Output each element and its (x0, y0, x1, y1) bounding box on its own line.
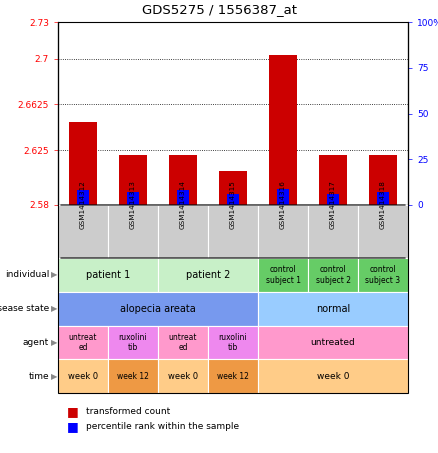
Text: GSM1414316: GSM1414316 (280, 180, 286, 229)
Bar (219, 171, 247, 205)
Bar (169, 155, 197, 205)
Text: week 0: week 0 (317, 371, 349, 381)
Text: time: time (28, 371, 49, 381)
Text: percentile rank within the sample: percentile rank within the sample (86, 423, 240, 431)
Text: control
subject 2: control subject 2 (315, 265, 350, 284)
Bar (369, 155, 397, 205)
Bar (277, 188, 289, 205)
Text: ▶: ▶ (51, 371, 58, 381)
Text: patient 2: patient 2 (186, 270, 230, 280)
Text: ■: ■ (67, 405, 78, 418)
Bar (177, 190, 189, 205)
Text: week 0: week 0 (168, 371, 198, 381)
Text: control
subject 3: control subject 3 (365, 265, 401, 284)
Text: untreat
ed: untreat ed (69, 333, 97, 352)
Text: GSM1414312: GSM1414312 (80, 180, 86, 229)
Text: control
subject 1: control subject 1 (265, 265, 300, 284)
Text: week 12: week 12 (217, 371, 249, 381)
Text: GSM1414318: GSM1414318 (380, 180, 386, 229)
Bar (319, 155, 347, 205)
Bar (269, 55, 297, 205)
Text: untreated: untreated (311, 338, 355, 347)
Text: GSM1414314: GSM1414314 (180, 180, 186, 229)
Text: week 0: week 0 (68, 371, 98, 381)
Text: alopecia areata: alopecia areata (120, 304, 196, 313)
Text: ruxolini
tib: ruxolini tib (119, 333, 147, 352)
Text: GSM1414313: GSM1414313 (130, 180, 136, 229)
Bar (77, 190, 89, 205)
Text: untreat
ed: untreat ed (169, 333, 197, 352)
Text: GSM1414317: GSM1414317 (330, 180, 336, 229)
Text: ruxolini
tib: ruxolini tib (219, 333, 247, 352)
Text: ▶: ▶ (51, 338, 58, 347)
Text: ▶: ▶ (51, 270, 58, 280)
Text: transformed count: transformed count (86, 407, 171, 415)
Bar (127, 192, 139, 205)
Text: agent: agent (23, 338, 49, 347)
Bar (327, 194, 339, 205)
Text: individual: individual (5, 270, 49, 280)
Bar (227, 194, 239, 205)
Text: ■: ■ (67, 420, 78, 434)
Text: patient 1: patient 1 (86, 270, 130, 280)
Text: ▶: ▶ (51, 304, 58, 313)
Bar (69, 122, 97, 205)
Bar (119, 155, 147, 205)
Text: normal: normal (316, 304, 350, 313)
Text: disease state: disease state (0, 304, 49, 313)
Text: GDS5275 / 1556387_at: GDS5275 / 1556387_at (141, 3, 297, 16)
Text: week 12: week 12 (117, 371, 149, 381)
Text: GSM1414315: GSM1414315 (230, 180, 236, 229)
Bar (377, 192, 389, 205)
